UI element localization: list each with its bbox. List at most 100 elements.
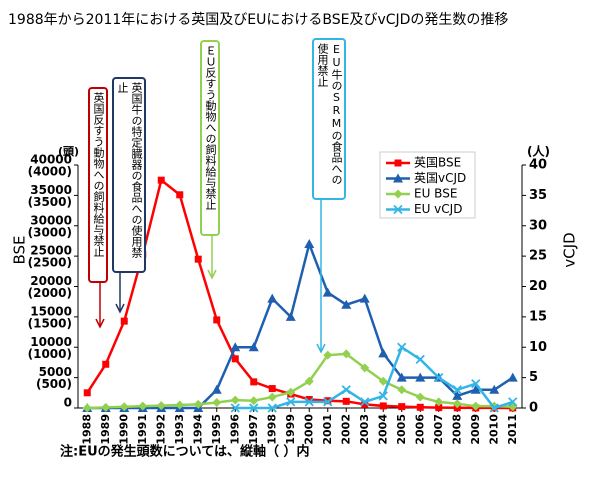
data-point — [230, 403, 240, 413]
x-tick-label: 1999 — [284, 414, 297, 445]
data-point — [248, 342, 259, 352]
annotation: 英国牛の特定臓器の食品への使用禁止 — [112, 77, 146, 273]
data-point — [361, 400, 369, 408]
data-point — [323, 350, 333, 360]
x-tick-label: 2006 — [413, 414, 426, 445]
data-point — [341, 349, 351, 359]
y2-tick-label: 40 — [529, 158, 547, 173]
data-point — [434, 372, 444, 383]
x-tick-label: 2008 — [450, 414, 463, 445]
x-tick-label: 2011 — [506, 414, 519, 445]
annotation: ＥＵ反すう動物への飼料給与禁止 — [200, 40, 220, 236]
y-tick-label: 25000 — [30, 244, 72, 258]
legend-label: EU vCJD — [414, 202, 462, 216]
x-tick-label: 2002 — [339, 414, 352, 445]
x-tick-label: 1989 — [99, 414, 112, 445]
data-point — [249, 403, 259, 413]
y-eu-tick-label: (1500) — [28, 316, 72, 330]
data-point — [231, 355, 239, 363]
x-tick-label: 1988 — [80, 414, 93, 445]
data-point — [82, 403, 92, 413]
x-tick-label: 2009 — [469, 414, 482, 445]
data-point — [435, 404, 443, 412]
data-point — [267, 293, 278, 303]
annotation-arrowhead — [115, 303, 125, 314]
x-tick-label: 1997 — [247, 414, 260, 445]
y-eu-tick-label: (4000) — [28, 165, 72, 179]
x-tick-label: 2004 — [376, 414, 389, 445]
y-eu-tick-label: (1000) — [28, 347, 72, 361]
y-axis-label: BSE — [11, 235, 29, 264]
data-point — [415, 372, 426, 382]
data-point — [341, 299, 352, 309]
data-point — [398, 403, 406, 411]
data-point — [471, 379, 481, 389]
chart-title: 1988年から2011年における英国及びEUにおけるBSE及びvCJDの発生数の… — [8, 11, 508, 28]
data-point — [397, 385, 407, 395]
x-tick-label: 2005 — [395, 414, 408, 445]
legend-marker — [393, 204, 403, 215]
x-tick-label: 2007 — [432, 414, 445, 445]
annotation-arrowhead — [316, 343, 326, 354]
data-point — [397, 342, 407, 352]
y2-tick-label: 10 — [529, 340, 547, 355]
data-point — [304, 376, 314, 386]
data-point — [157, 176, 165, 184]
y-eu-tick-label: (2000) — [28, 286, 72, 300]
y-eu-tick-label: (500) — [36, 377, 72, 391]
y-tick-label: 15000 — [30, 304, 72, 318]
legend-marker — [393, 173, 403, 183]
data-point — [489, 384, 500, 394]
y-tick-label: 35000 — [30, 183, 72, 197]
y-tick-label: 40000 — [30, 153, 72, 167]
series-line — [87, 352, 513, 410]
y2-tick-label: 25 — [529, 249, 547, 264]
data-point — [305, 395, 313, 403]
x-tick-label: 1996 — [228, 414, 241, 445]
data-point — [286, 387, 296, 397]
data-point — [508, 397, 518, 407]
y-tick-label: 20000 — [30, 274, 72, 288]
x-tick-label: 1995 — [210, 414, 223, 445]
y-eu-tick-label: (2500) — [28, 256, 72, 270]
data-point — [119, 402, 129, 412]
data-point — [378, 376, 388, 386]
series-line — [235, 345, 514, 410]
data-point — [250, 378, 258, 386]
data-point — [267, 403, 277, 413]
y2-unit: (人) — [527, 144, 550, 159]
y2-tick-label: 5 — [529, 370, 538, 385]
data-point — [452, 385, 462, 395]
data-point — [285, 311, 296, 321]
note: 注:EUの発生頭数については、縦軸（ ）内 — [60, 444, 310, 460]
data-point — [379, 402, 387, 410]
y2-tick-label: 35 — [529, 188, 547, 203]
data-point — [378, 348, 389, 358]
y-unit: (頭) — [58, 145, 79, 158]
data-point — [396, 372, 407, 382]
data-point — [83, 389, 91, 397]
data-point — [193, 399, 203, 409]
y-eu-tick-label: (3500) — [28, 195, 72, 209]
x-tick-label: 1990 — [117, 414, 130, 445]
data-point — [194, 255, 202, 263]
x-tick-label: 1994 — [191, 414, 204, 445]
data-point — [471, 401, 481, 411]
y-tick-label: 30000 — [30, 213, 72, 227]
annotation-arrowhead — [95, 318, 105, 329]
legend-label: EU BSE — [414, 187, 457, 201]
y2-tick-label: 20 — [529, 279, 547, 294]
data-point — [452, 399, 462, 409]
data-point — [120, 317, 128, 325]
data-point — [360, 363, 370, 373]
data-point — [452, 390, 463, 400]
x-tick-label: 2003 — [358, 414, 371, 445]
data-point — [213, 316, 221, 324]
data-point — [102, 360, 110, 368]
x-tick-label: 1991 — [136, 414, 149, 445]
y-tick-label: 0 — [64, 396, 72, 410]
y-eu-tick-label: (3000) — [28, 225, 72, 239]
data-point — [304, 397, 314, 407]
